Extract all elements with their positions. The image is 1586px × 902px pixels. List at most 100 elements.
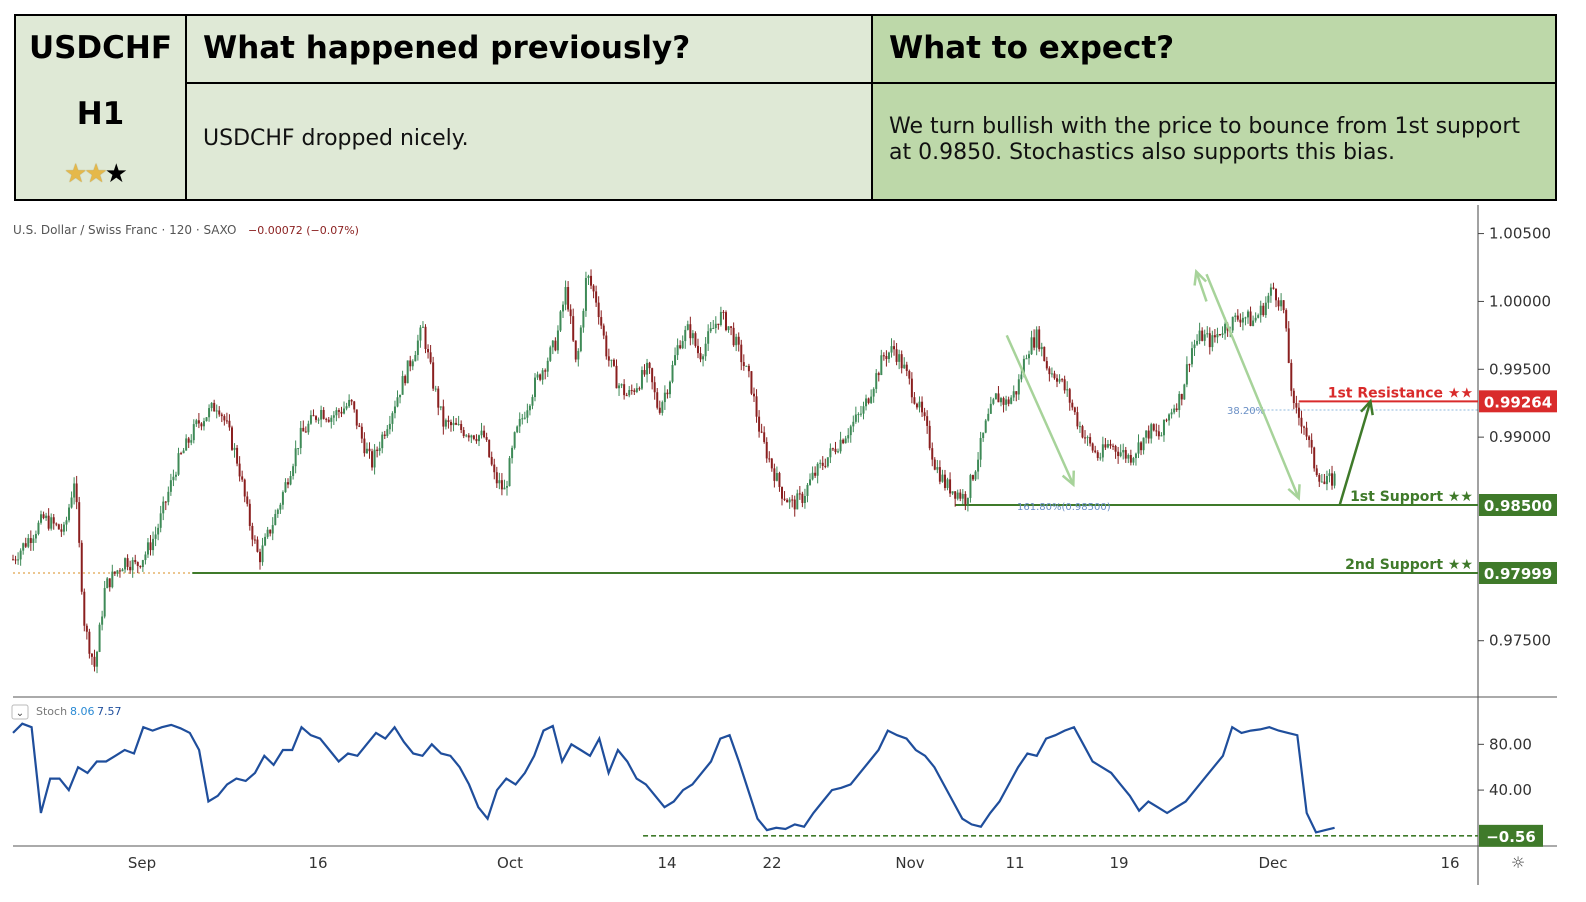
candle-body <box>964 493 967 505</box>
candle-body <box>1101 444 1104 458</box>
candle-body <box>1025 358 1028 360</box>
candle-body <box>1157 431 1160 437</box>
candle-body <box>857 414 860 416</box>
candle-body <box>337 410 340 412</box>
candle-body <box>773 468 776 481</box>
candle-body <box>551 340 554 348</box>
candle-body <box>528 405 531 411</box>
candle-body <box>373 449 376 468</box>
candle-body <box>737 336 740 345</box>
candle-body <box>882 355 885 357</box>
candle-body <box>177 453 180 475</box>
candle-body <box>248 503 251 526</box>
candle-body <box>118 570 121 572</box>
candle-body <box>592 285 595 292</box>
candle-body <box>763 432 766 442</box>
level-badge <box>1479 561 1557 584</box>
candle-body <box>383 434 386 436</box>
candle-body <box>635 388 638 392</box>
candle-body <box>1104 444 1107 448</box>
candle-body <box>949 479 952 494</box>
candle-body <box>679 345 682 349</box>
candle-body <box>401 376 404 395</box>
candle-body <box>875 373 878 389</box>
stoch-d-value: 7.57 <box>97 705 122 718</box>
candle-body <box>618 385 621 389</box>
candle-body <box>1259 305 1262 316</box>
candle-body <box>989 403 992 414</box>
candle-body <box>236 447 239 464</box>
candle-body <box>722 311 725 313</box>
candle-body <box>941 474 944 482</box>
candle-body <box>747 365 750 372</box>
stoch-k-value: 8.06 <box>70 705 95 718</box>
candle-body <box>1170 412 1173 415</box>
candle-body <box>1033 337 1036 348</box>
candle-body <box>620 384 623 386</box>
candle-body <box>197 420 200 424</box>
candle-body <box>483 430 486 438</box>
level-label: 2nd Support ★★ <box>1345 557 1473 573</box>
candle-body <box>427 349 430 353</box>
candle-body <box>1109 443 1112 446</box>
candle-body <box>849 426 852 436</box>
candle-body <box>1162 419 1165 436</box>
candle-body <box>419 327 422 341</box>
price-axis: 1.00500 1.00000 0.99500 0.99000 0.97500 <box>1478 225 1551 650</box>
candle-body <box>309 415 312 424</box>
candle-body <box>999 398 1002 403</box>
previous-title: What happened previously? <box>203 30 691 66</box>
candle-body <box>462 429 465 437</box>
candle-body <box>607 356 610 361</box>
candle-body <box>381 434 384 449</box>
candle-body <box>1117 451 1120 457</box>
time-tick-label: Nov <box>895 854 924 872</box>
candle-body <box>518 418 521 427</box>
candle-body <box>661 402 664 413</box>
price-tick-label: 1.00000 <box>1489 292 1551 310</box>
candle-body <box>52 517 55 524</box>
candle-body <box>796 493 799 510</box>
level-badges: 0.99264 0.98500 0.97999 <box>1479 390 1557 584</box>
symbol-label: USDCHF <box>28 30 173 66</box>
candle-body <box>755 396 758 417</box>
candle-body <box>215 410 218 412</box>
candle-body <box>180 453 183 455</box>
candle-body <box>1132 458 1135 463</box>
candle-body <box>646 362 649 375</box>
level-badge <box>1479 494 1557 516</box>
candle-body <box>266 529 269 537</box>
price-tick-label: 0.99500 <box>1489 360 1551 378</box>
candle-body <box>1198 330 1201 341</box>
candle-body <box>202 421 205 427</box>
candle-body <box>590 275 593 286</box>
candle-body <box>564 287 567 305</box>
candle-body <box>317 419 320 421</box>
star-empty-icon: ★ <box>104 159 128 189</box>
candle-body <box>862 406 865 414</box>
candle-body <box>1081 426 1084 438</box>
candle-body <box>330 417 333 422</box>
candle-body <box>900 354 903 369</box>
candle-body <box>174 474 177 477</box>
candle-body <box>322 409 325 419</box>
candle-body <box>783 498 786 500</box>
candle-body <box>656 392 659 408</box>
candle-body <box>961 493 964 499</box>
candle-body <box>1045 361 1048 369</box>
candle-body <box>819 462 822 464</box>
candle-body <box>1028 354 1031 359</box>
candle-body <box>801 493 804 503</box>
candle-body <box>1099 457 1102 459</box>
candle-body <box>246 496 249 504</box>
candle-body <box>157 527 160 535</box>
candle-body <box>350 399 353 402</box>
candle-body <box>931 448 934 460</box>
candle-body <box>411 361 414 367</box>
candle-body <box>979 437 982 460</box>
candle-body <box>898 354 901 362</box>
candle-body <box>1010 397 1013 404</box>
candle-body <box>139 565 142 568</box>
candle-body <box>111 571 114 588</box>
candle-body <box>75 483 78 503</box>
